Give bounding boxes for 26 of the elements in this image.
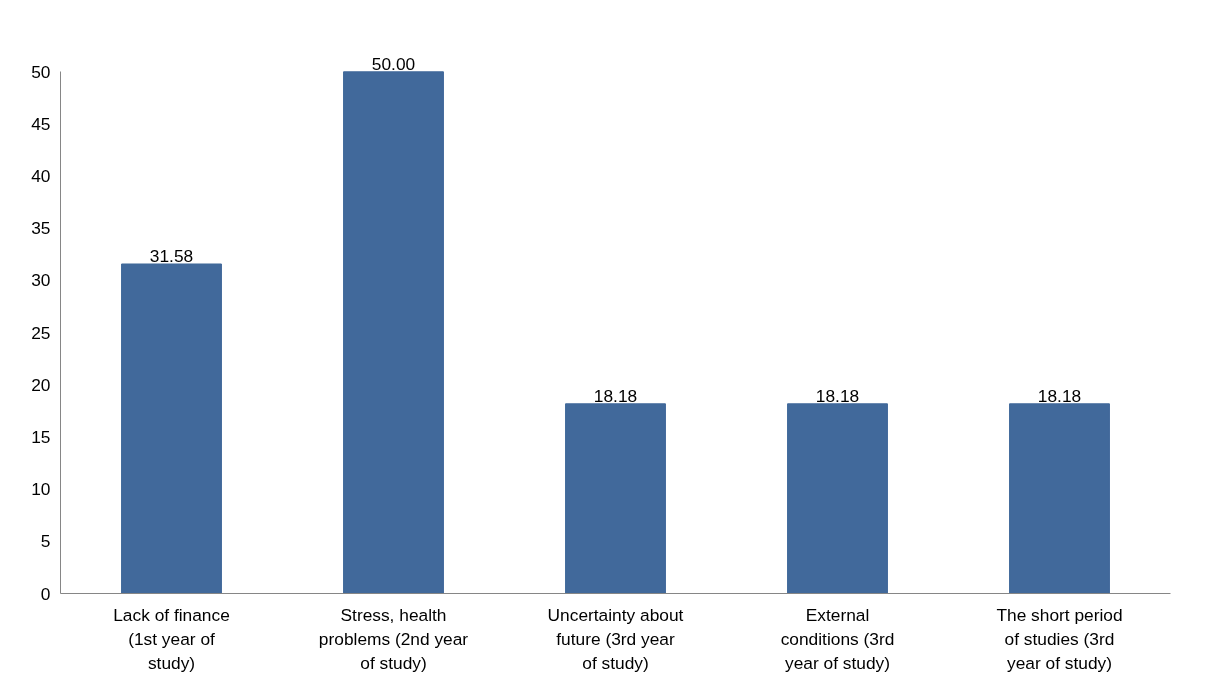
- y-tick-label: 25: [31, 322, 51, 343]
- x-tick-label: Uncertainty about future (3rd year of study): [547, 604, 684, 673]
- bar: [565, 403, 666, 594]
- y-tick-label: 40: [31, 166, 51, 187]
- data-label: 50.00: [371, 53, 416, 74]
- y-tick-label: 35: [31, 218, 51, 239]
- y-tick-label: 50: [31, 61, 51, 82]
- y-tick-label: 5: [40, 531, 51, 552]
- data-label: 18.18: [593, 385, 638, 406]
- x-tick-label: Stress, health problems (2nd year of study): [318, 604, 469, 673]
- x-tick-label: External conditions (3rd year of study): [780, 604, 895, 673]
- y-tick-label: 10: [31, 479, 51, 500]
- y-tick-label: 0: [40, 583, 51, 604]
- bar: [1009, 403, 1110, 594]
- x-tick-label: Lack of finance (1st year of study): [113, 604, 230, 673]
- bar: [787, 403, 888, 594]
- data-label: 18.18: [815, 385, 860, 406]
- data-label: 31.58: [149, 246, 194, 266]
- y-tick-label: 15: [31, 426, 51, 447]
- x-tick-label: The short period of studies (3rd year of study): [996, 604, 1123, 673]
- y-tick-label: 45: [31, 113, 51, 134]
- y-tick-label: 30: [31, 270, 51, 291]
- bar: [121, 263, 222, 594]
- y-tick-label: 20: [31, 374, 51, 395]
- bar: [343, 71, 444, 594]
- data-label: 18.18: [1037, 385, 1082, 406]
